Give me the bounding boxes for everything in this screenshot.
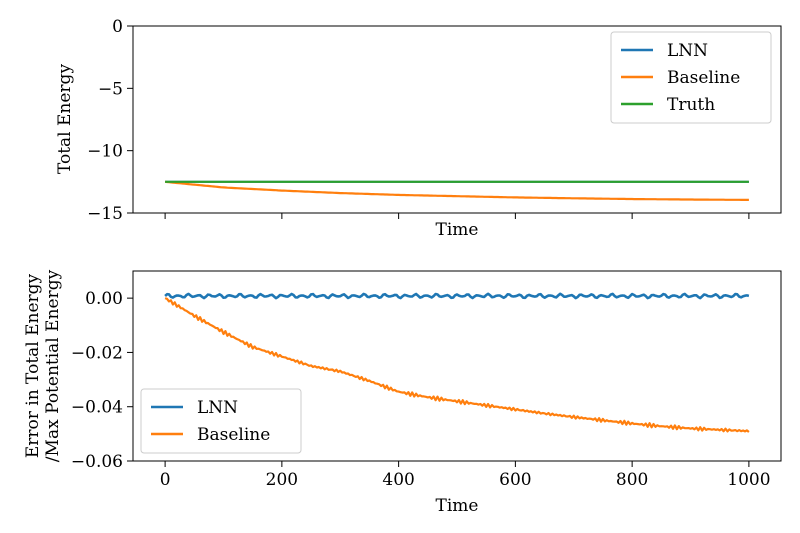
bottom-legend <box>140 388 302 454</box>
bottom-y-axis-label-line2: /Max Potential Energy <box>43 269 63 462</box>
bottom-x-tick-label: 0 <box>160 470 171 490</box>
top-axes-frame <box>132 25 782 214</box>
bottom-x-tick-label: 800 <box>616 470 648 490</box>
bottom-x-tick-label: 400 <box>382 470 414 490</box>
bottom-y-tick-label: −0.04 <box>71 398 123 418</box>
bottom-x-tick-label: 600 <box>499 470 531 490</box>
top-x-axis-label: Time <box>436 220 479 240</box>
bottom-x-tick-label: 200 <box>266 470 298 490</box>
error-plot: Error in Total Energy /Max Potential Ene… <box>23 269 782 516</box>
top-y-tick-label: −5 <box>98 79 123 99</box>
top-legend-label-truth: Truth <box>667 95 715 115</box>
bottom-legend-label-baseline: Baseline <box>197 425 270 445</box>
top-y-tick-label: −10 <box>87 142 123 162</box>
bottom-series-lnn <box>164 292 750 300</box>
bottom-y-axis-label-line1: Error in Total Energy <box>23 273 43 458</box>
bottom-axes-frame <box>132 270 782 462</box>
bottom-y-tick-label: −0.06 <box>71 452 123 472</box>
bottom-x-axis-label: Time <box>436 496 479 516</box>
bottom-y-tick-label: −0.02 <box>71 343 123 363</box>
top-y-axis-label: Total Energy <box>55 64 75 174</box>
top-y-tick-label: −15 <box>87 204 123 224</box>
energy-plot: Total Energy Time 0 −5 −10 −15 LNN Baseline Tr… <box>55 17 782 240</box>
top-series-baseline <box>164 180 749 201</box>
top-legend <box>610 31 772 124</box>
bottom-series-baseline <box>164 297 750 433</box>
top-legend-label-baseline: Baseline <box>667 68 740 88</box>
bottom-legend-label-lnn: LNN <box>197 398 238 418</box>
top-y-tick-label: 0 <box>112 17 123 37</box>
bottom-y-tick-label: 0.00 <box>85 289 123 309</box>
bottom-x-tick-label: 1000 <box>727 470 770 490</box>
top-legend-label-lnn: LNN <box>667 41 708 61</box>
